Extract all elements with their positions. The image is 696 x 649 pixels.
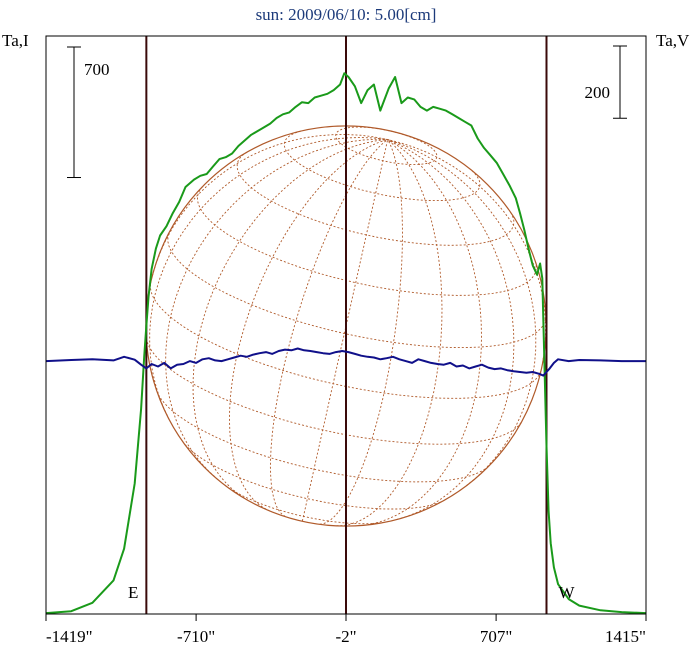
limb-lines [145,36,548,614]
latitude-line [158,394,487,483]
x-tick-label: 707" [480,627,512,646]
solar-disk [145,125,547,527]
longitude-line [387,139,546,364]
limb-marker-west: W [558,583,575,602]
scale-bar-v-label: 200 [585,83,611,102]
x-tick-label: 1415" [605,627,646,646]
longitude-line [319,139,403,525]
longitude-line [336,139,443,527]
x-axis-ticks: -1419" -710" -2" 707" 1415" [45,614,647,646]
right-axis-label: Ta,V [656,31,690,50]
longitude-line [387,139,515,520]
x-tick-label: -1419" [46,627,93,646]
left-axis-label: Ta,I [2,31,29,50]
latitude-line [167,233,547,349]
series-line-v [45,347,646,377]
longitude-line [149,137,388,420]
latitude-line [197,186,537,296]
series-line-i [45,72,647,615]
latitude-line [236,151,515,246]
plot-frame [45,35,647,615]
longitude-line [360,139,482,527]
scale-bar-i-label: 700 [84,60,110,79]
latitude-line [145,338,522,445]
latitude-line [184,444,442,510]
x-tick-label: -710" [177,627,215,646]
chart-title: sun: 2009/06/10: 5.00[cm] [256,5,437,24]
x-tick-label: -2" [335,627,356,646]
limb-marker-east: E [128,583,138,602]
longitude-line [269,139,388,517]
longitude-line [165,138,388,480]
scale-bars: 700 200 [67,45,627,179]
longitude-line [192,139,388,501]
series-lines [45,72,647,615]
longitude-line [387,139,537,487]
longitude-line [229,139,388,512]
longitude-line [301,139,389,522]
longitude-line [151,134,388,277]
